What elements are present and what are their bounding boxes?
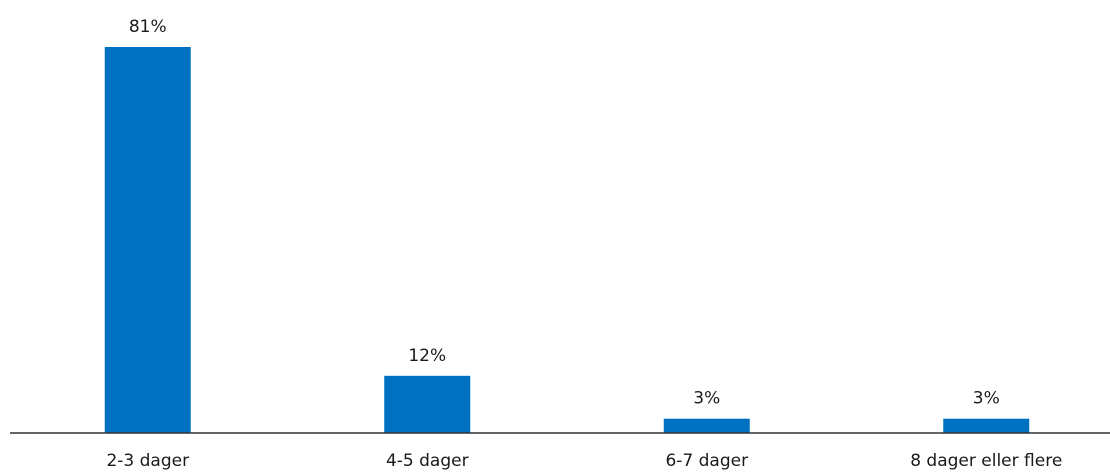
category-label-1: 2-3 dager (106, 451, 189, 471)
value-label-2: 12% (408, 346, 446, 366)
value-labels-group: 81% 12% 3% 3% (129, 17, 1000, 409)
bar-3 (663, 418, 750, 433)
category-label-4: 8 dager eller flere (910, 451, 1062, 471)
category-labels-group: 2-3 dager 4-5 dager 6-7 dager 8 dager eller… (106, 451, 1062, 471)
bar-1 (104, 47, 191, 433)
category-label-2: 4-5 dager (386, 451, 469, 471)
bar-4 (943, 418, 1030, 433)
value-label-3: 3% (693, 389, 720, 409)
value-label-4: 3% (973, 389, 1000, 409)
category-label-3: 6-7 dager (665, 451, 748, 471)
bars-group (104, 47, 1030, 433)
value-label-1: 81% (129, 17, 167, 37)
bar-2 (384, 375, 471, 433)
